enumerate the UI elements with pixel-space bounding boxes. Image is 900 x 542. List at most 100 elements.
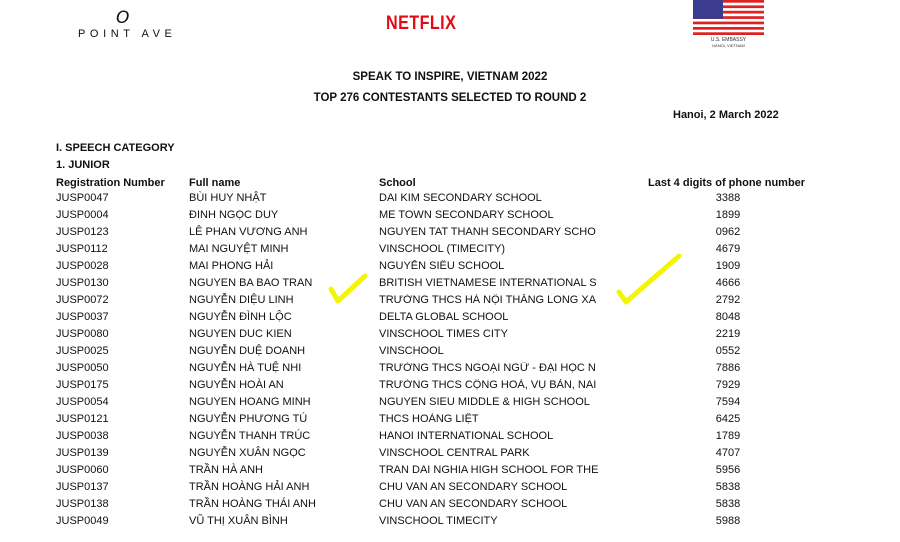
table-row: JUSP0112 MAI NGUYỆT MINH VINSCHOOL (TIMECI…	[0, 243, 900, 260]
cell-school: NGUYỄN SIÊU SCHOOL	[379, 260, 505, 272]
cell-name: NGUYỄN PHƯƠNG TÚ	[189, 413, 308, 425]
cell-registration: JUSP0050	[56, 362, 109, 374]
subsection-heading: 1. JUNIOR	[56, 159, 110, 171]
cell-phone: 0962	[715, 226, 741, 238]
section-heading: I. SPEECH CATEGORY	[56, 142, 175, 154]
table-header: Registration Number Full name School Las…	[0, 177, 900, 194]
table-row: JUSP0121 NGUYỄN PHƯƠNG TÚ THCS HOÀNG LIỆT 6…	[0, 413, 900, 430]
cell-phone: 5956	[715, 464, 741, 476]
cell-phone: 5838	[715, 498, 741, 510]
cell-registration: JUSP0137	[56, 481, 109, 493]
cell-phone: 4707	[715, 447, 741, 459]
cell-phone: 3388	[715, 192, 741, 204]
cell-name: NGUYEN BA BAO TRAN	[189, 277, 313, 289]
cell-school: VINSCHOOL (TIMECITY)	[379, 243, 506, 255]
table-row: JUSP0004 ĐINH NGỌC DUY ME TOWN SECONDARY S…	[0, 209, 900, 226]
table-row: JUSP0130 NGUYEN BA BAO TRAN BRITISH VIETNA…	[0, 277, 900, 294]
cell-name: NGUYỄN XUÂN NGỌC	[189, 447, 306, 459]
cell-name: TRẦN HOÀNG HẢI ANH	[189, 481, 310, 493]
cell-registration: JUSP0054	[56, 396, 109, 408]
table-row: JUSP0038 NGUYỄN THANH TRÚC HANOI INTERNATI…	[0, 430, 900, 447]
cell-registration: JUSP0139	[56, 447, 109, 459]
cell-registration: JUSP0175	[56, 379, 109, 391]
cell-phone: 5838	[715, 481, 741, 493]
cell-name: TRẦN HOÀNG THÁI ANH	[189, 498, 316, 510]
cell-registration: JUSP0004	[56, 209, 109, 221]
netflix-logo: NETFLIX	[386, 13, 457, 34]
table-row: JUSP0028 MAI PHONG HẢI NGUYỄN SIÊU SCHOOL 1…	[0, 260, 900, 277]
table-row: JUSP0072 NGUYỄN DIỆU LINH TRƯỜNG THCS HÀ N…	[0, 294, 900, 311]
us-flag-icon	[693, 0, 764, 35]
embassy-location: HANOI, VIETNAM	[712, 43, 745, 48]
cell-phone: 7594	[715, 396, 741, 408]
cell-phone: 1909	[715, 260, 741, 272]
cell-name: NGUYỄN DUỆ DOANH	[189, 345, 306, 357]
cell-school: HANOI INTERNATIONAL SCHOOL	[379, 430, 554, 442]
cell-registration: JUSP0130	[56, 277, 109, 289]
cell-name: NGUYỄN DIỆU LINH	[189, 294, 294, 306]
cell-registration: JUSP0038	[56, 430, 109, 442]
pointave-logo: POINT AVE	[78, 28, 177, 40]
header-registration: Registration Number	[56, 177, 165, 189]
cell-name: NGUYỄN THANH TRÚC	[189, 430, 311, 442]
header-name: Full name	[189, 177, 241, 189]
cell-registration: JUSP0080	[56, 328, 109, 340]
cell-phone: 2792	[715, 294, 741, 306]
cell-phone: 4679	[715, 243, 741, 255]
cell-name: LÊ PHAN VƯƠNG ANH	[189, 226, 308, 238]
cell-registration: JUSP0072	[56, 294, 109, 306]
document-subtitle: TOP 276 CONTESTANTS SELECTED TO ROUND 2	[313, 92, 587, 104]
cell-school: NGUYEN TAT THANH SECONDARY SCHO	[379, 226, 596, 238]
cell-registration: JUSP0138	[56, 498, 109, 510]
table-row: JUSP0175 NGUYỄN HOÀI AN TRƯỜNG THCS CỘNG H…	[0, 379, 900, 396]
pointave-logo-mark: O	[116, 8, 130, 28]
cell-school: CHU VAN AN SECONDARY SCHOOL	[379, 481, 568, 493]
cell-name: TRẦN HÀ ANH	[189, 464, 263, 476]
cell-school: VINSCHOOL TIMECITY	[379, 515, 498, 527]
cell-school: THCS HOÀNG LIỆT	[379, 413, 479, 425]
embassy-label: U.S. EMBASSY	[710, 37, 747, 43]
cell-school: TRAN DAI NGHIA HIGH SCHOOL FOR THE	[379, 464, 599, 476]
cell-name: MAI PHONG HẢI	[189, 260, 274, 272]
table-row: JUSP0025 NGUYỄN DUỆ DOANH VINSCHOOL 0552	[0, 345, 900, 362]
table-row: JUSP0138 TRẦN HOÀNG THÁI ANH CHU VAN AN SE…	[0, 498, 900, 515]
cell-name: VŨ THỊ XUÂN BÌNH	[189, 515, 288, 527]
cell-phone: 7886	[715, 362, 741, 374]
checkmark-icon	[616, 253, 682, 305]
checkmark-icon	[328, 273, 368, 304]
cell-name: NGUYỄN HÀ TUỆ NHI	[189, 362, 302, 374]
document-date: Hanoi, 2 March 2022	[673, 109, 779, 121]
cell-phone: 0552	[715, 345, 741, 357]
cell-registration: JUSP0047	[56, 192, 109, 204]
header-phone: Last 4 digits of phone number	[648, 177, 806, 189]
cell-school: CHU VAN AN SECONDARY SCHOOL	[379, 498, 568, 510]
cell-school: BRITISH VIETNAMESE INTERNATIONAL S	[379, 277, 597, 289]
cell-phone: 4666	[715, 277, 741, 289]
cell-registration: JUSP0112	[56, 243, 108, 255]
table-row: JUSP0047 BÙI HUY NHẬT DAI KIM SECONDARY SC…	[0, 192, 900, 209]
cell-school: TRƯỜNG THCS NGOẠI NGỮ - ĐẠI HỌC N	[379, 362, 596, 374]
cell-name: NGUYỄN HOÀI AN	[189, 379, 284, 391]
document-title: SPEAK TO INSPIRE, VIETNAM 2022	[352, 71, 548, 83]
cell-registration: JUSP0060	[56, 464, 109, 476]
cell-school: ME TOWN SECONDARY SCHOOL	[379, 209, 554, 221]
cell-school: VINSCHOOL	[379, 345, 444, 357]
cell-school: VINSCHOOL CENTRAL PARK	[379, 447, 530, 459]
table-row: JUSP0054 NGUYEN HOANG MINH NGUYEN SIEU MID…	[0, 396, 900, 413]
cell-name: NGUYEN DUC KIEN	[189, 328, 292, 340]
table-row: JUSP0060 TRẦN HÀ ANH TRAN DAI NGHIA HIGH S…	[0, 464, 900, 481]
cell-school: VINSCHOOL TIMES CITY	[379, 328, 508, 340]
cell-school: DELTA GLOBAL SCHOOL	[379, 311, 509, 323]
cell-name: ĐINH NGỌC DUY	[189, 209, 279, 221]
cell-registration: JUSP0049	[56, 515, 109, 527]
cell-phone: 7929	[715, 379, 741, 391]
cell-phone: 1899	[715, 209, 741, 221]
cell-registration: JUSP0028	[56, 260, 109, 272]
header-school: School	[379, 177, 416, 189]
table-row: JUSP0050 NGUYỄN HÀ TUỆ NHI TRƯỜNG THCS NGO…	[0, 362, 900, 379]
cell-name: NGUYỄN ĐÌNH LỘC	[189, 311, 292, 323]
cell-school: NGUYEN SIEU MIDDLE & HIGH SCHOOL	[379, 396, 590, 408]
cell-name: BÙI HUY NHẬT	[189, 192, 267, 204]
cell-school: TRƯỜNG THCS CỘNG HOÀ, VỤ BẢN, NAI	[379, 379, 597, 391]
